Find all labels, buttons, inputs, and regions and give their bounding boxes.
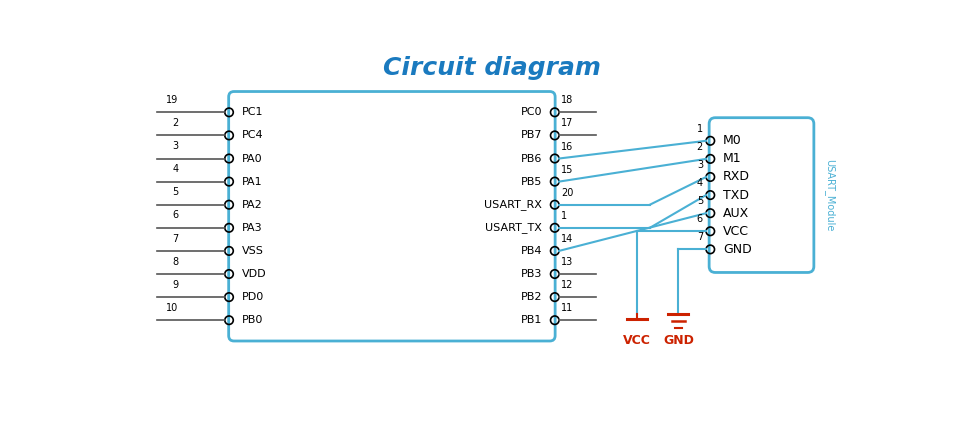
Text: 7: 7 <box>173 234 179 244</box>
Text: 1: 1 <box>562 211 567 221</box>
Text: 7: 7 <box>697 233 703 242</box>
Text: 2: 2 <box>173 118 179 128</box>
Text: PB7: PB7 <box>520 130 542 140</box>
Text: PA3: PA3 <box>242 223 262 233</box>
Text: 3: 3 <box>697 160 703 170</box>
Text: PA0: PA0 <box>242 154 262 163</box>
Text: 8: 8 <box>173 257 179 267</box>
Text: PB3: PB3 <box>520 269 542 279</box>
Text: USART_RX: USART_RX <box>484 199 542 210</box>
Text: PC4: PC4 <box>242 130 263 140</box>
Text: M1: M1 <box>723 152 742 166</box>
Text: GND: GND <box>723 243 752 256</box>
Text: PC0: PC0 <box>520 107 542 117</box>
Text: VCC: VCC <box>623 334 651 347</box>
Text: 2: 2 <box>697 142 703 152</box>
Text: 3: 3 <box>173 141 179 151</box>
Text: 5: 5 <box>173 187 179 197</box>
Text: PB4: PB4 <box>520 246 542 256</box>
Text: PA1: PA1 <box>242 177 262 187</box>
Text: 15: 15 <box>562 165 574 175</box>
Text: VDD: VDD <box>242 269 266 279</box>
Text: Circuit diagram: Circuit diagram <box>383 56 601 80</box>
Text: 4: 4 <box>173 164 179 174</box>
Text: PB6: PB6 <box>520 154 542 163</box>
Text: 6: 6 <box>697 214 703 224</box>
Text: VSS: VSS <box>242 246 264 256</box>
Text: 9: 9 <box>173 280 179 290</box>
Text: PB5: PB5 <box>520 177 542 187</box>
Text: USART_Module: USART_Module <box>824 159 834 231</box>
Text: 16: 16 <box>562 142 573 151</box>
Text: 11: 11 <box>562 303 573 313</box>
Text: 5: 5 <box>697 196 703 206</box>
Text: 18: 18 <box>562 95 573 106</box>
Text: M0: M0 <box>723 134 742 147</box>
Text: AUX: AUX <box>723 207 749 220</box>
Text: PB0: PB0 <box>242 315 263 325</box>
Text: PB2: PB2 <box>520 292 542 302</box>
Text: 1: 1 <box>697 124 703 134</box>
Text: RXD: RXD <box>723 170 750 184</box>
Text: PC1: PC1 <box>242 107 263 117</box>
Text: USART_TX: USART_TX <box>485 222 542 233</box>
Text: 20: 20 <box>562 188 574 198</box>
Text: PD0: PD0 <box>242 292 264 302</box>
Text: PB1: PB1 <box>520 315 542 325</box>
Text: TXD: TXD <box>723 189 749 202</box>
Text: 14: 14 <box>562 234 573 244</box>
Text: 4: 4 <box>697 178 703 188</box>
Text: 17: 17 <box>562 118 574 128</box>
Text: PA2: PA2 <box>242 200 262 210</box>
Text: 10: 10 <box>166 303 179 313</box>
Text: GND: GND <box>663 334 694 347</box>
Text: 13: 13 <box>562 257 573 267</box>
Text: 6: 6 <box>173 211 179 221</box>
Text: VCC: VCC <box>723 225 749 238</box>
Text: 19: 19 <box>166 95 179 105</box>
Text: 12: 12 <box>562 280 574 290</box>
